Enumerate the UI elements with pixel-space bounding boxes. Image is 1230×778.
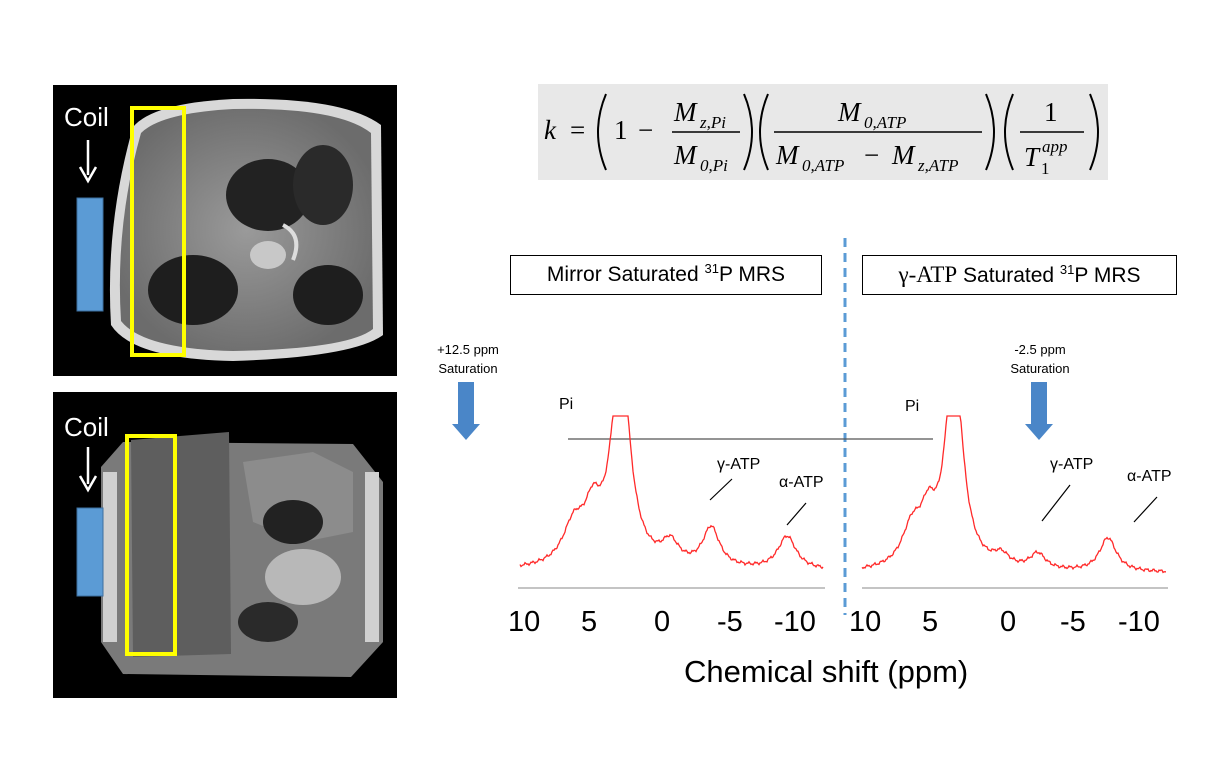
coil-marker [76,507,104,597]
roi-box [130,106,186,357]
right-alpha-leader [1133,496,1158,523]
formula-equals: = [570,115,585,145]
coil-label-top: Coil [64,102,109,132]
right-pi-label: Pi [905,398,920,415]
left-saturation-arrow-icon [452,382,480,440]
left-saturation-word: Saturation [438,361,498,376]
left-title-prefix: Mirror Saturated [546,263,705,286]
mri-axial-image: Coil [53,85,397,376]
coil-arrow-icon [78,166,98,184]
formula-one-2: 1 [1044,97,1058,127]
x-axis-title: Chemical shift (ppm) [684,654,969,689]
right-tick-5: 5 [922,606,939,638]
left-title-sup: 31 [704,261,719,276]
formula-one: 1 [614,115,628,145]
right-tick-minus10: -10 [1118,606,1160,638]
formula-m0-atp-den-sub: 0,ATP [802,156,844,175]
right-title-sup: 31 [1059,262,1075,277]
formula-minus-2: − [864,140,879,170]
left-title-suffix: P MRS [718,263,786,286]
left-panel-title: Mirror Saturated 31P MRS [510,255,822,295]
coil-marker [76,197,104,312]
left-gamma-leader [709,478,733,501]
left-alpha-leader [786,502,807,526]
rate-constant-formula: k = 1 − M z,Pi M 0,Pi M 0,ATP M 0,ATP − … [538,84,1108,180]
left-gamma-atp-label: γ-ATP [717,456,761,473]
right-alpha-atp-label: α-ATP [1127,468,1172,485]
left-tick-0: 0 [654,606,671,638]
coil-label-bottom: Coil [64,412,109,442]
right-gamma-atp-label: γ-ATP [1050,456,1094,473]
coil-arrow-icon [78,475,98,493]
right-saturation-arrow-icon [1025,382,1053,440]
formula-minus: − [638,115,653,145]
mri-coronal-image: Coil [53,392,397,698]
left-saturation-note: +12.5 ppm Saturation [420,340,516,378]
formula-m0-pi: M [673,140,698,170]
formula-t1-sub: 1 [1041,159,1050,178]
right-gamma-leader [1041,484,1071,522]
right-tick-10: 10 [849,606,882,638]
left-alpha-atp-label: α-ATP [779,474,824,491]
formula-m0-atp-num: M [837,97,862,127]
right-saturation-word: Saturation [1010,361,1070,376]
left-tick-minus10: -10 [774,606,816,638]
left-saturation-ppm: +12.5 ppm [437,342,499,357]
right-tick-minus5: -5 [1060,606,1086,638]
formula-mz-atp-sub: z,ATP [917,156,958,175]
right-saturation-note: -2.5 ppm Saturation [992,340,1088,378]
formula-m0-atp-num-sub: 0,ATP [864,113,906,132]
formula-m0-pi-sub: 0,Pi [700,156,728,175]
right-title-prefix: Saturated [957,264,1060,287]
right-title-greek: γ-ATP [898,262,958,287]
right-saturation-ppm: -2.5 ppm [1014,342,1066,357]
left-tick-5: 5 [581,606,598,638]
right-tick-0: 0 [1000,606,1017,638]
left-pi-label: Pi [559,396,574,413]
formula-mz-atp: M [891,140,916,170]
right-title-suffix: P MRS [1074,264,1141,287]
formula-k: k [544,115,557,145]
formula-t1-sup: app [1042,137,1068,156]
left-spectrum-line [519,415,824,570]
formula-mz-pi: M [673,97,698,127]
right-spectrum-line [861,415,1166,574]
formula-t1: T [1024,142,1041,172]
left-tick-minus5: -5 [717,606,743,638]
roi-box [125,434,177,656]
formula-m0-atp-den: M [775,140,800,170]
right-panel-title: γ-ATP Saturated 31P MRS [862,255,1177,295]
left-tick-10: 10 [508,606,541,638]
formula-mz-pi-sub: z,Pi [699,113,726,132]
